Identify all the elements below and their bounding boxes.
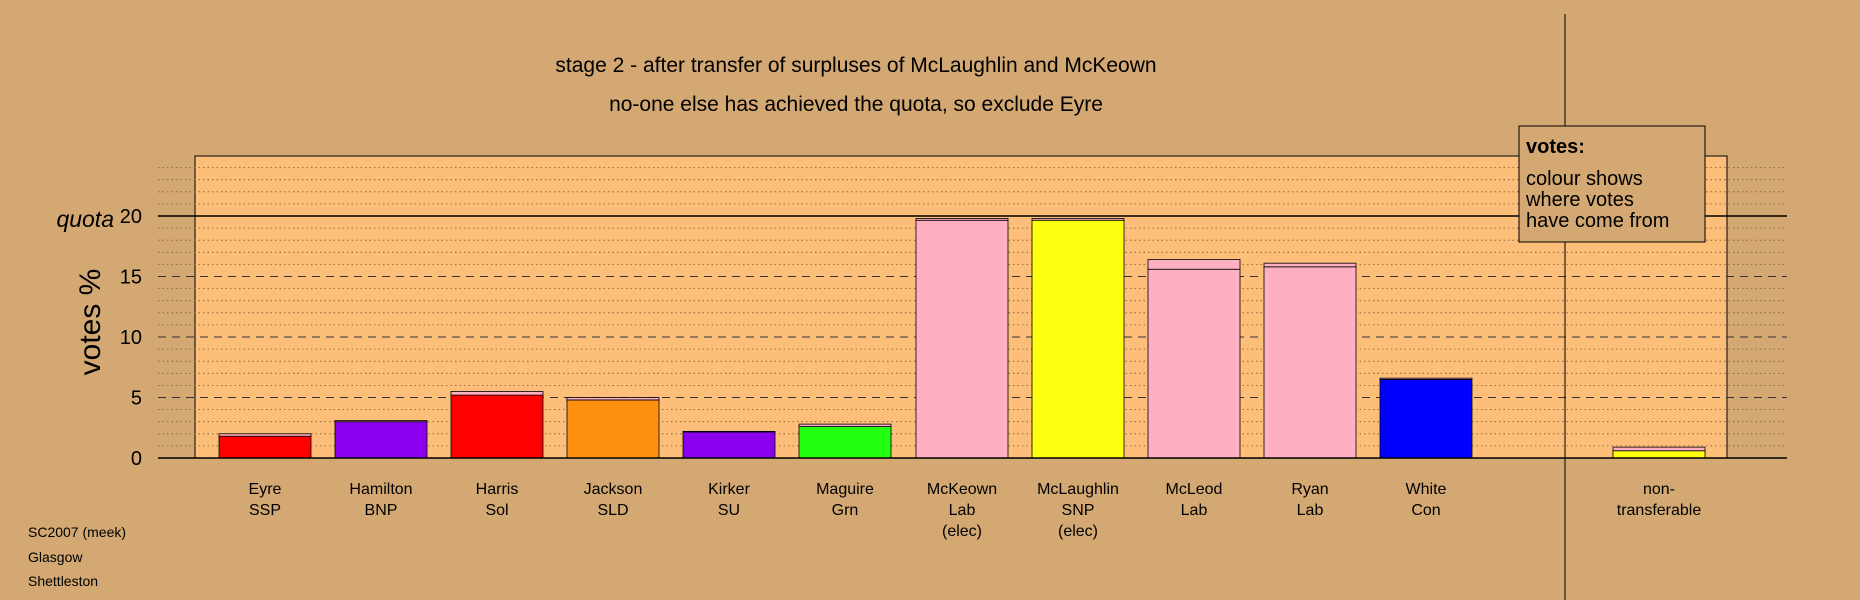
- bar-transfer: [798, 423, 892, 427]
- bar-original: [334, 421, 428, 459]
- bar-original: [218, 435, 312, 459]
- legend: votes: colour shows where votes have com…: [1518, 125, 1706, 243]
- bar-original: [915, 219, 1009, 459]
- category-label: (elec): [1058, 523, 1098, 540]
- category-labels: Eyre SSP Hamilton BNP Harris Sol Jackson SLD Kir…: [249, 481, 1702, 540]
- bar-original: [1147, 268, 1241, 459]
- bar-transfer: [566, 397, 660, 401]
- bar-transfer: [1263, 262, 1357, 268]
- legend-line: have come from: [1526, 210, 1669, 232]
- category-label: transferable: [1617, 502, 1702, 519]
- category-label: Sol: [485, 502, 508, 519]
- category-label: SSP: [249, 502, 281, 519]
- bar-transfer: [1379, 377, 1473, 380]
- bar-original: [1379, 378, 1473, 459]
- category-label: Harris: [476, 481, 519, 498]
- category-label: Lab: [949, 502, 976, 519]
- category-label: BNP: [365, 502, 398, 519]
- bar-original: [1263, 266, 1357, 459]
- bar-transfer: [682, 430, 776, 433]
- category-label: Eyre: [249, 481, 282, 498]
- bar-original: [450, 394, 544, 459]
- bar-transfer: [915, 218, 1009, 221]
- footer-line: Glasgow: [28, 549, 83, 565]
- category-label: Lab: [1181, 502, 1208, 519]
- legend-box: [1518, 125, 1706, 243]
- legend-line: colour shows: [1526, 168, 1643, 190]
- category-label: White: [1406, 481, 1447, 498]
- y-tick-label: 20: [120, 206, 142, 228]
- category-label: Jackson: [584, 481, 643, 498]
- footer-line: Shettleston: [28, 573, 98, 589]
- bar-original: [682, 431, 776, 459]
- bar-original: [1031, 219, 1125, 459]
- bar-original: [798, 426, 892, 459]
- category-label: SNP: [1062, 502, 1095, 519]
- bar-transfer: [218, 433, 312, 437]
- footer: SC2007 (meek) Glasgow Shettleston: [28, 524, 126, 589]
- y-tick-label: 15: [120, 267, 142, 289]
- bar-transfer: [334, 420, 428, 423]
- category-label: (elec): [942, 523, 982, 540]
- legend-line: where votes: [1525, 189, 1634, 211]
- bar-transfer: [1612, 446, 1706, 452]
- y-tick-label: 0: [131, 448, 142, 470]
- y-tick-label: 10: [120, 327, 142, 349]
- bar-original: [1612, 450, 1706, 459]
- quota-label: quota: [56, 206, 114, 232]
- category-label: non-: [1643, 481, 1675, 498]
- category-label: McLaughlin: [1037, 481, 1119, 498]
- category-label: McLeod: [1166, 481, 1223, 498]
- category-label: Kirker: [708, 481, 750, 498]
- category-label: McKeown: [927, 481, 997, 498]
- y-axis-label: votes %: [74, 269, 107, 376]
- legend-title: votes:: [1526, 136, 1585, 158]
- chart-subtitle: no-one else has achieved the quota, so e…: [609, 93, 1103, 116]
- category-label: Hamilton: [349, 481, 412, 498]
- bar-original: [566, 399, 660, 459]
- category-label: Lab: [1297, 502, 1324, 519]
- chart-title: stage 2 - after transfer of surpluses of…: [555, 54, 1156, 77]
- category-label: Con: [1411, 502, 1440, 519]
- bar-transfer: [1147, 259, 1241, 270]
- axes: 0 5 10 15 20: [120, 14, 1787, 600]
- category-label: Ryan: [1291, 481, 1328, 498]
- category-label: SLD: [597, 502, 628, 519]
- category-label: SU: [718, 502, 740, 519]
- category-label: Grn: [832, 502, 859, 519]
- bars: [218, 218, 1706, 459]
- category-label: Maguire: [816, 481, 874, 498]
- y-tick-label: 5: [131, 388, 142, 410]
- bar-transfer: [450, 391, 544, 396]
- footer-line: SC2007 (meek): [28, 524, 126, 540]
- bar-transfer: [1031, 218, 1125, 221]
